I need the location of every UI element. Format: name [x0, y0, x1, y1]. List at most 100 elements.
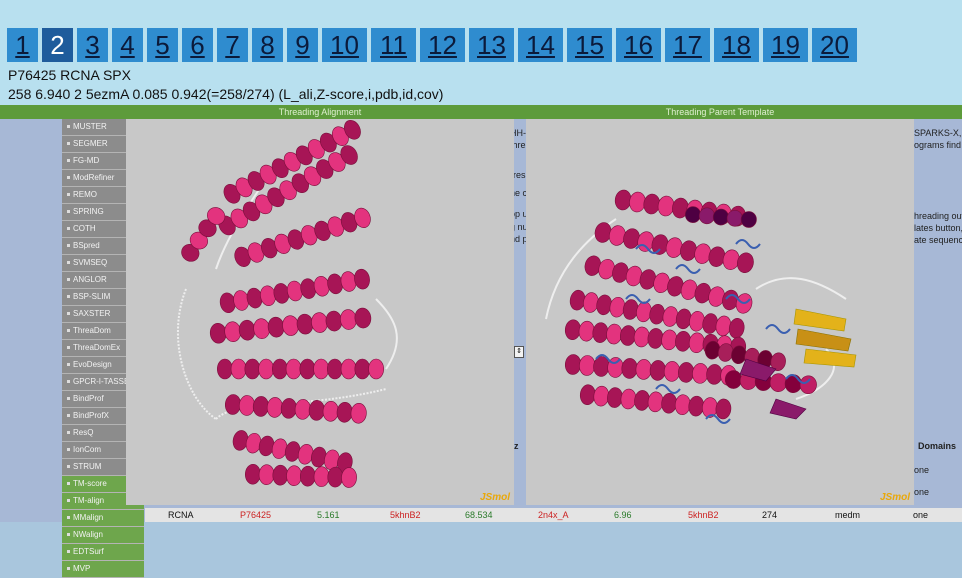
helix-turn: [313, 358, 329, 380]
cell-domains: one: [913, 510, 929, 520]
sidebar-item-bindprofx[interactable]: BindProfX: [62, 408, 144, 425]
helix-ribbon: [209, 307, 372, 344]
sidebar-item-bindprof[interactable]: BindProf: [62, 391, 144, 408]
bullet-icon: [67, 176, 70, 180]
sidebar-item-strum[interactable]: STRUM: [62, 459, 144, 476]
page-tab-19[interactable]: 19: [763, 28, 808, 62]
sidebar-item-tm-score[interactable]: TM-score: [62, 476, 144, 493]
threading-alignment-viewer[interactable]: Threading Alignment JSmol: [126, 105, 514, 505]
page-tab-8[interactable]: 8: [252, 28, 283, 62]
sidebar-item-svmseq[interactable]: SVMSEQ: [62, 255, 144, 272]
bg-text-fragment: SPARKS-X,: [914, 128, 962, 138]
coil-loop: [177, 288, 217, 420]
sidebar-item-threadomex[interactable]: ThreaDomEx: [62, 340, 144, 357]
page-tab-12[interactable]: 12: [420, 28, 465, 62]
sidebar-item-spring[interactable]: SPRING: [62, 204, 144, 221]
cell-pdb[interactable]: 2n4x_A: [538, 510, 569, 520]
cell-length: 274: [762, 510, 778, 520]
sidebar-item-modrefiner[interactable]: ModRefiner: [62, 170, 144, 187]
bullet-icon: [67, 431, 70, 435]
page-tab-6[interactable]: 6: [182, 28, 213, 62]
helix-turn: [354, 207, 371, 229]
helix-turn: [368, 358, 384, 380]
sidebar-item-evodesign[interactable]: EvoDesign: [62, 357, 144, 374]
coil-loop: [215, 388, 387, 420]
helix-turn: [663, 361, 681, 382]
sidebar-item-fg-md[interactable]: FG-MD: [62, 153, 144, 170]
sidebar-item-anglor[interactable]: ANGLOR: [62, 272, 144, 289]
beta-strand: [795, 328, 852, 352]
page-tab-9[interactable]: 9: [287, 28, 318, 62]
helix-turn: [224, 394, 241, 415]
sidebar-item-segmer[interactable]: SEGMER: [62, 136, 144, 153]
page-tabs: 1 2 3 4 5 6 7 8 9 10 11 12 13 14 15 16 17 18 19 20: [7, 28, 857, 62]
cell-uniprot[interactable]: P76425: [240, 510, 272, 520]
sidebar-item-saxster[interactable]: SAXSTER: [62, 306, 144, 323]
page-tab-3[interactable]: 3: [77, 28, 108, 62]
helix-turn: [678, 362, 695, 383]
page-tab-17[interactable]: 17: [665, 28, 710, 62]
helix-turn: [344, 119, 361, 140]
page-tab-10[interactable]: 10: [322, 28, 367, 62]
helix-ribbon: [217, 358, 384, 380]
page-tab-15[interactable]: 15: [567, 28, 612, 62]
bullet-icon: [67, 380, 70, 384]
page-tab-7[interactable]: 7: [217, 28, 248, 62]
coil-loop: [625, 294, 651, 304]
page-tab-14[interactable]: 14: [518, 28, 563, 62]
bullet-icon: [67, 142, 70, 146]
sidebar-item-mvp[interactable]: MVP: [62, 561, 144, 578]
sidebar-item-ioncom[interactable]: IonCom: [62, 442, 144, 459]
page-tab-2[interactable]: 2: [42, 28, 73, 62]
helix-turn: [579, 355, 596, 376]
helix-ribbon: [223, 119, 361, 204]
coil-loop: [705, 414, 731, 424]
sidebar-item-muster[interactable]: MUSTER: [62, 119, 144, 136]
sidebar-item-bsp-slim[interactable]: BSP-SLIM: [62, 289, 144, 306]
cell-template-2[interactable]: 5khnB2: [688, 510, 719, 520]
bullet-icon: [67, 397, 70, 401]
page-tab-4[interactable]: 4: [112, 28, 143, 62]
bullet-icon: [67, 567, 70, 571]
sidebar-item-mmalign[interactable]: MMalign: [62, 510, 144, 527]
helix-turn: [770, 352, 786, 371]
page-tab-18[interactable]: 18: [714, 28, 759, 62]
cell-zscore: 6.96: [614, 510, 632, 520]
bg-text-fragment: ograms find: [914, 140, 962, 150]
sidebar-item-edtsurf[interactable]: EDTSurf: [62, 544, 144, 561]
beta-strand: [739, 358, 777, 382]
top-header: 1 2 3 4 5 6 7 8 9 10 11 12 13 14 15 16 17 18 19 20 P76425 R…: [0, 0, 962, 105]
bullet-icon: [67, 210, 70, 214]
protein-structure-render[interactable]: [126, 119, 514, 505]
sidebar-item-threadom[interactable]: ThreaDom: [62, 323, 144, 340]
threading-template-viewer[interactable]: Threading Parent Template JSmol: [526, 105, 914, 505]
page-tab-5[interactable]: 5: [147, 28, 178, 62]
bullet-icon: [67, 346, 70, 350]
helix-turn: [327, 466, 344, 488]
cell-template[interactable]: 5khnB2: [390, 510, 421, 520]
bullet-icon: [67, 516, 70, 520]
sidebar-item-resq[interactable]: ResQ: [62, 425, 144, 442]
template-structure-render[interactable]: [526, 119, 914, 505]
helix-turn: [706, 364, 723, 385]
helix-turn: [299, 465, 316, 487]
helix-turn: [354, 307, 372, 329]
sidebar-item-gpcr-i-tasser[interactable]: GPCR-I-TASSER: [62, 374, 144, 391]
page-tab-11[interactable]: 11: [371, 28, 416, 62]
sidebar-item-tm-align[interactable]: TM-align: [62, 493, 144, 510]
sidebar-item-remo[interactable]: REMO: [62, 187, 144, 204]
page-tab-16[interactable]: 16: [616, 28, 661, 62]
bg-text-fragment: thre: [510, 140, 526, 150]
sidebar-item-coth[interactable]: COTH: [62, 221, 144, 238]
bg-text-fragment: nd p: [510, 234, 528, 244]
page-tab-1[interactable]: 1: [7, 28, 38, 62]
sidebar-item-bspred[interactable]: BSpred: [62, 238, 144, 255]
bullet-icon: [67, 312, 70, 316]
page-tab-20[interactable]: 20: [812, 28, 857, 62]
domain-value: one: [914, 465, 930, 475]
helix-turn: [230, 358, 247, 380]
select-arrows-icon[interactable]: ⇕: [514, 346, 524, 358]
page-tab-13[interactable]: 13: [469, 28, 514, 62]
bullet-icon: [67, 261, 70, 265]
sidebar-item-nwalign[interactable]: NWalign: [62, 527, 144, 544]
